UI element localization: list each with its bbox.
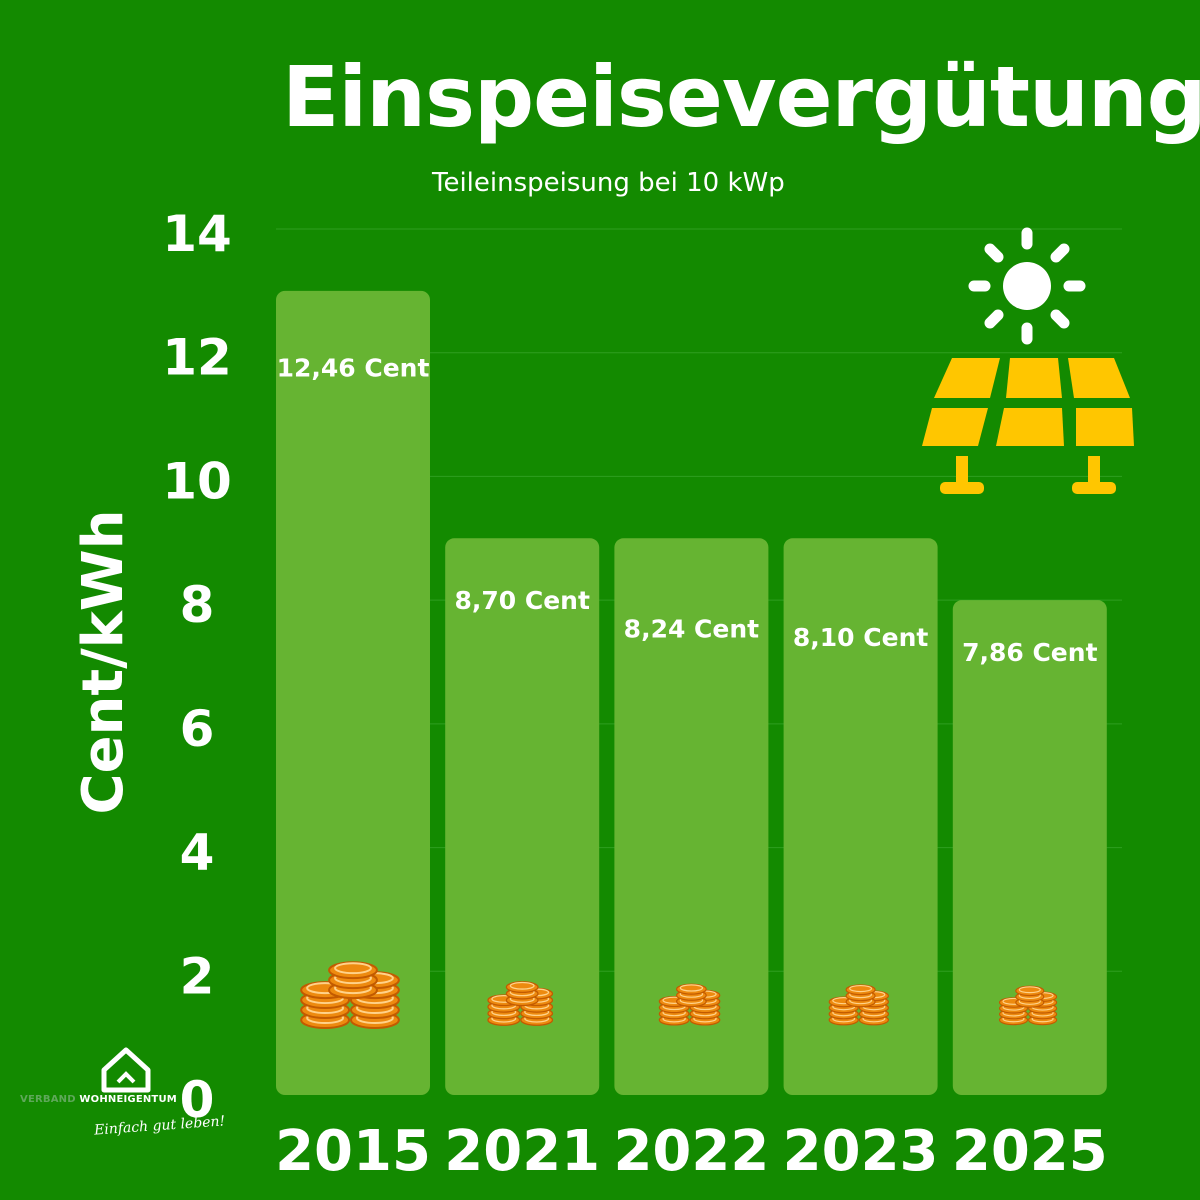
y-axis-label: Cent/kWh [71, 509, 136, 814]
brand-prefix: VERBAND [20, 1094, 76, 1105]
y-tick-label: 14 [162, 205, 232, 263]
bars [276, 290, 1107, 1095]
brand-main: WOHNEIGENTUM [79, 1094, 177, 1105]
chart-title: Einspeisevergütung [282, 48, 1200, 146]
value-label: 12,46 Cent [277, 353, 430, 382]
house-logo-icon [101, 1047, 151, 1093]
value-label: 8,24 Cent [624, 614, 759, 643]
x-tick-label: 2023 [783, 1119, 939, 1184]
coin-stack-icon [998, 985, 1058, 1026]
sun-icon [968, 227, 1086, 345]
bar-2015 [276, 290, 430, 1095]
x-tick-label: 2021 [444, 1119, 600, 1184]
y-tick-label: 12 [162, 329, 232, 387]
y-tick-labels: 0 2 4 6 8 10 12 14 [162, 205, 232, 1129]
bar-2023 [783, 538, 938, 1095]
x-tick-label: 2015 [275, 1119, 431, 1184]
solar-panel-icon [922, 358, 1134, 494]
chart-subtitle: Teileinspeisung bei 10 kWp [432, 168, 785, 198]
x-tick-labels: 2015 2021 2022 2023 2025 [275, 1119, 1108, 1184]
value-label: 8,10 Cent [793, 623, 928, 652]
y-tick-label: 0 [180, 1071, 215, 1129]
brand-name: VERBAND WOHNEIGENTUM [20, 1094, 177, 1105]
y-tick-label: 6 [180, 700, 215, 758]
y-tick-label: 4 [180, 824, 215, 882]
value-label: 8,70 Cent [454, 586, 589, 615]
coin-stack-icon [487, 981, 554, 1026]
y-tick-label: 10 [162, 452, 232, 510]
brand-logo: VERBAND WOHNEIGENTUM Einfach gut leben! [8, 1044, 226, 1144]
x-tick-label: 2025 [952, 1119, 1108, 1184]
x-tick-label: 2022 [613, 1119, 769, 1184]
coin-stack-icon [828, 984, 889, 1026]
bar-2021 [445, 538, 600, 1095]
coin-stack-icon [658, 983, 721, 1026]
bar-2025 [952, 600, 1107, 1095]
coin-stacks [300, 961, 1058, 1029]
value-labels: 12,46 Cent 8,70 Cent 8,24 Cent 8,10 Cent 7,8… [277, 353, 1098, 667]
coin-stack-icon [300, 961, 400, 1029]
bar-2022 [614, 538, 769, 1095]
value-label: 7,86 Cent [962, 638, 1097, 667]
y-tick-label: 2 [180, 947, 215, 1005]
y-tick-label: 8 [180, 576, 215, 634]
